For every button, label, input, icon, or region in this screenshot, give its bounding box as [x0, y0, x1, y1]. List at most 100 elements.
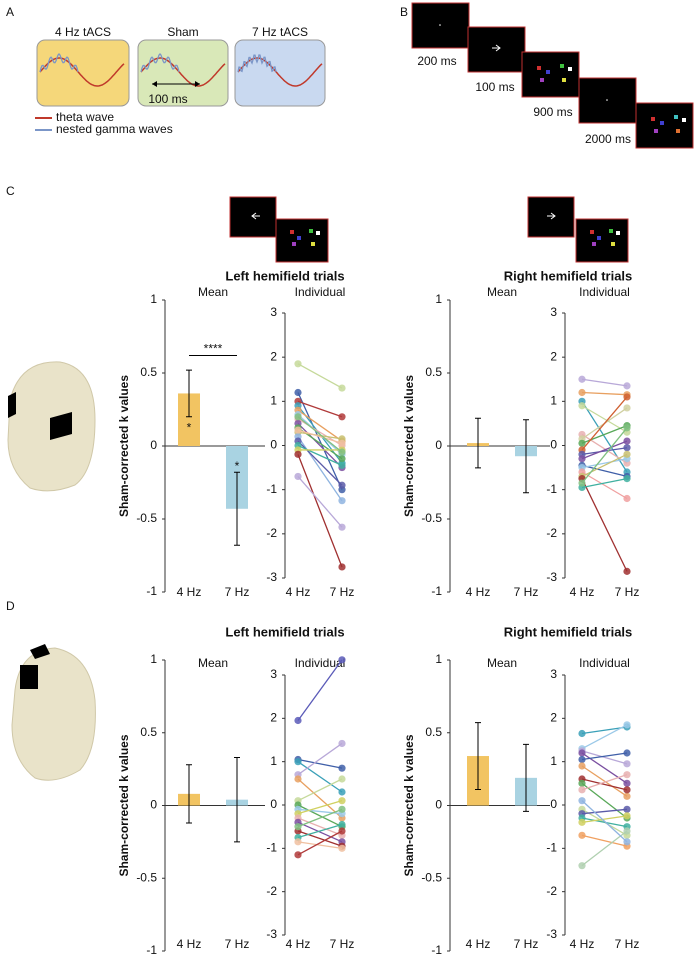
subject-line — [581, 774, 628, 791]
screen — [521, 51, 580, 98]
y-tick-label: -3 — [266, 570, 277, 584]
subject-point — [623, 437, 631, 445]
subject-line — [581, 378, 628, 387]
y-tick-label: 1 — [150, 292, 157, 306]
y-axis-label: Sham-corrected k values — [117, 734, 131, 876]
panel-label: B — [400, 5, 408, 19]
gamma-wave — [140, 53, 180, 73]
subject-line — [297, 778, 343, 819]
subject-point — [338, 805, 346, 813]
subject-line — [297, 422, 343, 469]
fixation — [606, 99, 608, 101]
y-tick-label: 2 — [550, 711, 557, 725]
theta-wave — [39, 57, 125, 87]
subject-point — [623, 812, 631, 820]
y-tick-label: -0.5 — [136, 870, 157, 884]
subject-point — [623, 771, 631, 779]
subject-point — [623, 827, 631, 835]
y-tick-label: 1 — [150, 652, 157, 666]
duration-label: 100 ms — [475, 80, 514, 94]
subject-point — [623, 567, 631, 575]
y-tick-label: 2 — [270, 711, 277, 725]
duration-label: 2000 ms — [585, 132, 631, 146]
chart-subtitle: Mean — [487, 656, 517, 670]
error-bar — [234, 471, 240, 546]
subject-point — [578, 762, 586, 770]
duration-label: 900 ms — [533, 105, 572, 119]
y-tick-label: 3 — [550, 667, 557, 681]
gamma-wave — [39, 53, 79, 73]
subject-point — [623, 393, 631, 401]
subject-line — [297, 758, 343, 769]
x-tick-label: 7 Hz — [225, 585, 250, 599]
subject-line — [581, 391, 628, 396]
chart-subtitle: Mean — [198, 656, 228, 670]
condition-box — [234, 39, 326, 107]
subject-point — [294, 823, 302, 831]
panel-label: A — [6, 5, 14, 19]
subject-line — [581, 396, 628, 451]
error-bar — [475, 722, 481, 790]
theta-wave — [237, 57, 323, 87]
subject-point — [623, 444, 631, 452]
legend-label: theta wave — [56, 110, 114, 124]
error-bar — [523, 419, 529, 494]
y-tick-label: -2 — [266, 526, 277, 540]
subject-line — [297, 761, 343, 793]
x-tick-label: 4 Hz — [570, 937, 595, 951]
subject-point — [578, 818, 586, 826]
subject-point — [338, 656, 346, 664]
subject-point — [338, 497, 346, 505]
head-model — [7, 361, 96, 492]
subject-point — [623, 760, 631, 768]
y-tick-label: -1 — [431, 943, 442, 957]
subject-point — [338, 455, 346, 463]
x-tick-label: 4 Hz — [466, 585, 491, 599]
panel-a: 4 Hz tACS Sham 7 Hz tACS 100 ms theta wa… — [35, 25, 326, 136]
y-tick-label: 0.5 — [140, 725, 157, 739]
subject-point — [294, 450, 302, 458]
subject-point — [338, 384, 346, 392]
chart-subtitle: Mean — [487, 285, 517, 299]
subject-line — [297, 808, 343, 828]
subject-line — [581, 782, 628, 819]
subject-point — [294, 472, 302, 481]
condition-label: Sham — [167, 25, 198, 39]
subject-line — [581, 808, 628, 815]
subject-point — [338, 739, 346, 748]
y-tick-label: -0.5 — [421, 870, 442, 884]
subject-line — [581, 458, 628, 469]
subject-point — [294, 838, 302, 846]
subject-line — [297, 841, 343, 849]
chart-subtitle: Individual — [295, 285, 346, 299]
bar — [178, 393, 200, 446]
subject-line — [297, 475, 343, 528]
y-tick-label: 2 — [550, 349, 557, 363]
x-tick-label: 7 Hz — [514, 937, 539, 951]
bar-label: * — [235, 459, 240, 473]
subject-point — [294, 775, 302, 783]
subject-point — [623, 838, 631, 846]
subject-line — [297, 804, 343, 828]
subject-line — [297, 400, 343, 418]
subject-line — [297, 436, 343, 502]
y-tick-label: 1 — [270, 754, 277, 768]
y-tick-label: 3 — [270, 667, 277, 681]
subject-point — [623, 786, 631, 794]
subject-point — [294, 360, 302, 368]
subject-point — [294, 851, 302, 859]
subject-point — [623, 404, 631, 412]
subject-point — [338, 820, 346, 829]
subject-line — [581, 765, 628, 797]
x-tick-label: 4 Hz — [570, 585, 595, 599]
y-tick-label: 0.5 — [425, 725, 442, 739]
y-tick-label: 0.5 — [140, 365, 157, 379]
subject-line — [297, 800, 343, 815]
y-tick-label: -2 — [546, 884, 557, 898]
y-tick-label: 3 — [550, 305, 557, 319]
subject-line — [581, 817, 628, 828]
x-tick-label: 7 Hz — [330, 937, 355, 951]
subject-point — [578, 831, 586, 839]
time-label: 100 ms — [148, 92, 187, 106]
error-bar — [475, 417, 481, 469]
